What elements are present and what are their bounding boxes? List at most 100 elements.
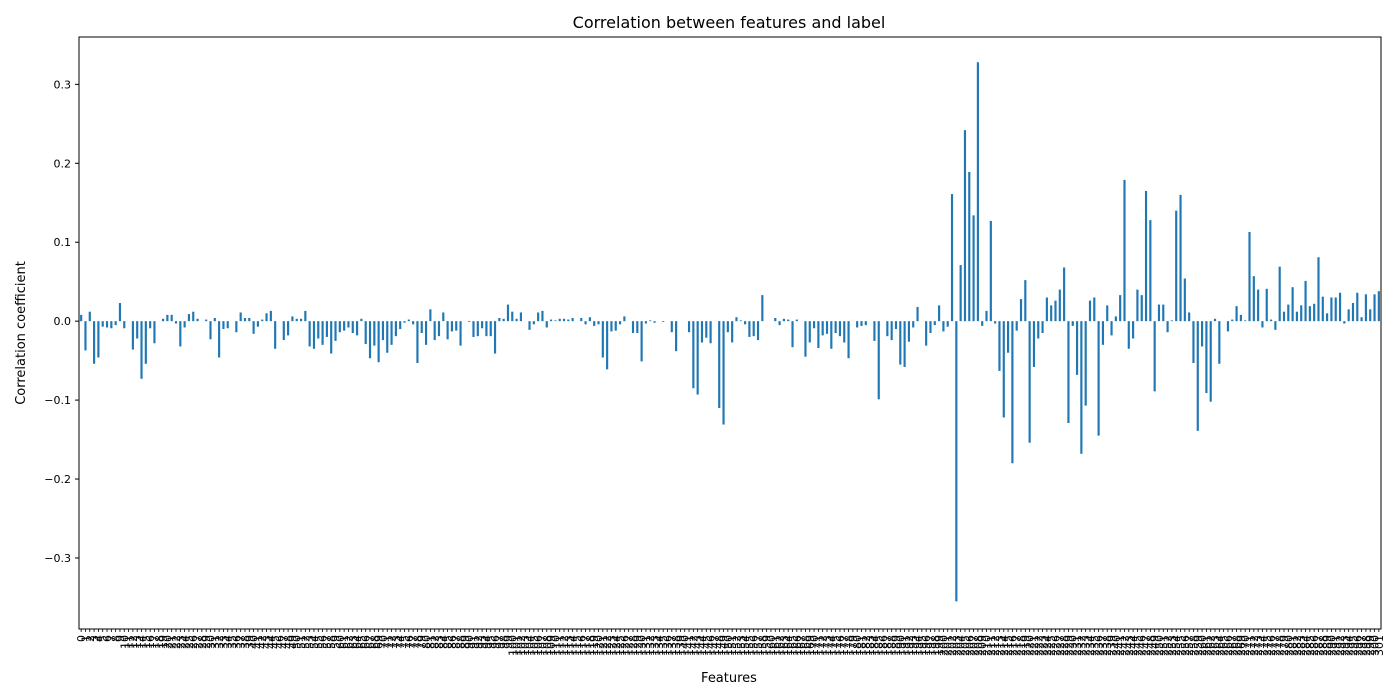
x-tick-label: 269 bbox=[1235, 635, 1248, 656]
x-tick-label: 260 bbox=[1196, 635, 1209, 656]
bar-feature-98 bbox=[502, 318, 505, 322]
bar-feature-224 bbox=[1045, 297, 1048, 322]
x-tick-label: 235 bbox=[1088, 635, 1101, 656]
bar-feature-93 bbox=[481, 321, 484, 329]
bar-feature-107 bbox=[541, 310, 544, 322]
bar-feature-284 bbox=[1304, 280, 1307, 322]
y-tick-label: 0.2 bbox=[54, 157, 72, 170]
y-tick-label: 0.3 bbox=[54, 78, 72, 91]
bar-feature-151 bbox=[731, 321, 734, 343]
bar-feature-232 bbox=[1080, 321, 1083, 454]
bar-feature-129 bbox=[636, 321, 639, 333]
bar-feature-268 bbox=[1235, 306, 1238, 322]
bar-feature-164 bbox=[787, 319, 790, 322]
bar-feature-141 bbox=[687, 321, 691, 333]
bar-feature-121 bbox=[601, 321, 604, 358]
x-tick-label: 240 bbox=[1110, 635, 1123, 656]
x-tick-label: 173 bbox=[821, 635, 834, 656]
y-axis-ticks: −0.3 −0.2 −0.1 0.0 0.1 0.2 0.3 bbox=[44, 78, 79, 565]
x-tick-label: 59 bbox=[330, 635, 343, 649]
x-tick-label: 166 bbox=[791, 635, 804, 656]
x-tick-label: 15 bbox=[140, 635, 153, 649]
bar-feature-291 bbox=[1334, 297, 1337, 322]
bar-feature-279 bbox=[1282, 311, 1286, 322]
x-tick-label: 195 bbox=[916, 635, 929, 656]
x-tick-label: 280 bbox=[1282, 635, 1295, 656]
bar-feature-246 bbox=[1140, 295, 1143, 322]
x-tick-label: 63 bbox=[347, 635, 360, 649]
x-tick-label: 71 bbox=[381, 635, 394, 649]
y-tick-label: 0.1 bbox=[54, 236, 72, 249]
x-tick-label: 29 bbox=[200, 635, 213, 649]
x-tick-label: 198 bbox=[929, 635, 942, 656]
bar-feature-88 bbox=[459, 321, 462, 346]
bar-feature-54 bbox=[312, 321, 316, 349]
bar-feature-190 bbox=[899, 321, 902, 365]
bar-feature-120 bbox=[597, 321, 600, 325]
y-tick-label: 0.0 bbox=[54, 315, 72, 328]
x-tick-label: 36 bbox=[230, 635, 243, 649]
bar-feature-200 bbox=[942, 321, 945, 332]
x-tick-label: 214 bbox=[998, 635, 1011, 656]
bar-feature-12 bbox=[131, 321, 134, 350]
x-tick-label: 107 bbox=[536, 635, 549, 656]
bar-feature-138 bbox=[675, 321, 678, 352]
x-tick-label: 301 bbox=[1373, 635, 1386, 656]
x-tick-label: 220 bbox=[1024, 635, 1037, 656]
bar-feature-214 bbox=[1002, 321, 1005, 418]
x-tick-label: 58 bbox=[325, 635, 338, 649]
bar-feature-165 bbox=[791, 321, 794, 348]
bar-feature-40 bbox=[252, 321, 255, 334]
bar-feature-10 bbox=[123, 321, 126, 329]
y-axis-label: Correlation coefficient bbox=[14, 261, 29, 405]
x-tick-label: 254 bbox=[1170, 635, 1183, 656]
x-tick-label: 109 bbox=[545, 635, 558, 656]
x-tick-label: 277 bbox=[1269, 635, 1282, 656]
x-tick-label: 246 bbox=[1136, 635, 1149, 656]
bar-feature-213 bbox=[998, 321, 1001, 371]
x-tick-label: 95 bbox=[485, 635, 498, 649]
x-tick-label: 57 bbox=[321, 635, 334, 649]
x-tick-label: 38 bbox=[239, 635, 252, 649]
bar-feature-47 bbox=[282, 321, 285, 341]
x-tick-label: 54 bbox=[308, 635, 321, 649]
bar-feature-176 bbox=[838, 321, 842, 337]
x-tick-label: 14 bbox=[136, 635, 149, 649]
bar-feature-229 bbox=[1067, 321, 1070, 423]
bar-feature-82 bbox=[433, 321, 436, 341]
x-tick-label: 64 bbox=[351, 635, 364, 649]
bar-feature-152 bbox=[735, 317, 738, 322]
bar-feature-9 bbox=[118, 303, 122, 322]
bar-feature-142 bbox=[692, 321, 695, 389]
x-tick-label: 151 bbox=[726, 635, 739, 656]
bar-feature-8 bbox=[114, 321, 117, 326]
x-tick-label: 44 bbox=[265, 635, 278, 649]
x-tick-label: 103 bbox=[519, 635, 532, 656]
x-tick-label: 247 bbox=[1140, 635, 1153, 656]
bar-feature-38 bbox=[243, 318, 247, 322]
x-tick-label: 141 bbox=[683, 635, 696, 656]
x-tick-label: 34 bbox=[222, 635, 235, 649]
x-tick-label: 140 bbox=[679, 635, 692, 656]
bar-feature-206 bbox=[968, 171, 971, 322]
bar-feature-156 bbox=[752, 321, 755, 337]
x-tick-label: 154 bbox=[739, 635, 752, 656]
bar-feature-67 bbox=[368, 321, 372, 359]
bar-feature-263 bbox=[1213, 318, 1217, 322]
x-tick-label: 192 bbox=[903, 635, 916, 656]
bar-feature-168 bbox=[804, 321, 807, 357]
x-tick-label: 111 bbox=[554, 635, 567, 656]
x-tick-label: 25 bbox=[183, 635, 196, 649]
x-tick-label: 89 bbox=[459, 635, 472, 649]
bar-feature-118 bbox=[588, 317, 591, 322]
x-tick-label: 263 bbox=[1209, 635, 1222, 656]
x-tick-label: 230 bbox=[1067, 635, 1080, 656]
bar-feature-259 bbox=[1196, 321, 1199, 431]
x-tick-label: 203 bbox=[950, 635, 963, 656]
x-tick-label: 167 bbox=[795, 635, 808, 656]
x-tick-label: 165 bbox=[787, 635, 800, 656]
x-tick-label: 208 bbox=[972, 635, 985, 656]
bar-feature-290 bbox=[1330, 297, 1333, 322]
bar-feature-58 bbox=[330, 321, 333, 354]
bar-feature-48 bbox=[287, 321, 290, 336]
